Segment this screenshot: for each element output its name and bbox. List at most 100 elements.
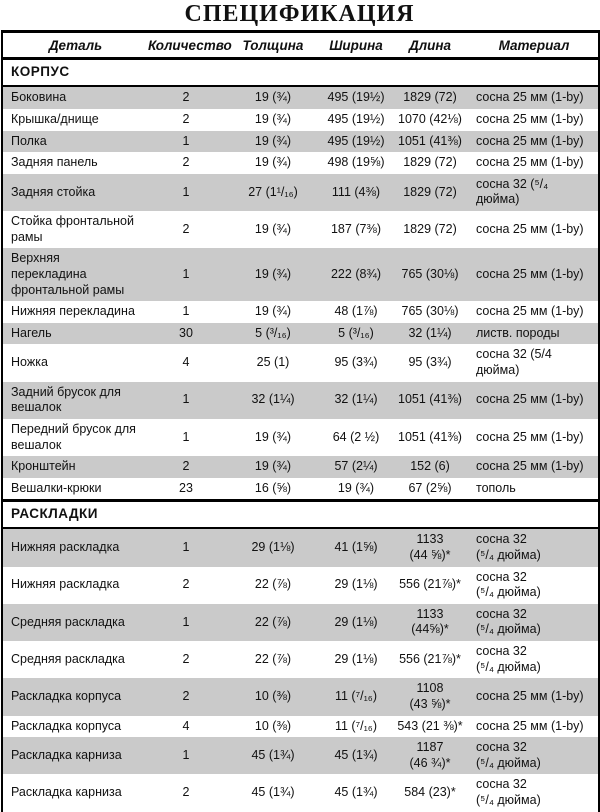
- table-row: Задняя стойка 1 27 (1¹/₁₆) 111 (4⅜) 1829…: [2, 173, 599, 212]
- cell-quantity: 4: [182, 718, 190, 733]
- cell-quantity: 2: [182, 155, 190, 170]
- cell-thickness: 19 (¾): [254, 459, 292, 474]
- cell-quantity: 2: [182, 577, 190, 592]
- cell-thickness: 19 (¾): [254, 133, 292, 148]
- cell-width: 495 (19½): [327, 90, 385, 105]
- cell-material: сосна 25 мм (1-by): [476, 689, 584, 704]
- cell-quantity: 1: [182, 133, 190, 148]
- cell-thickness: 19 (¾): [254, 429, 292, 444]
- cell-width: 95 (3¾): [334, 355, 378, 370]
- cell-part: Задняя стойка: [11, 184, 96, 199]
- cell-quantity: 1: [182, 614, 190, 629]
- column-header-part: Деталь: [2, 31, 148, 60]
- cell-material: сосна 25 мм (1-by): [476, 304, 584, 319]
- section-title: КОРПУС: [2, 57, 599, 88]
- cell-length: 556 (21⅞)*: [399, 651, 461, 666]
- cell-width: 29 (1⅛): [334, 651, 378, 666]
- cell-material: сосна 32 (5/4 дюйма): [476, 347, 552, 378]
- cell-material: сосна 32 (⁵/₄ дюйма): [476, 644, 541, 674]
- cell-width: 29 (1⅛): [334, 577, 378, 592]
- cell-width: 57 (2¼): [334, 459, 378, 474]
- column-header-material: Материал: [470, 31, 599, 60]
- cell-quantity: 2: [182, 221, 190, 236]
- cell-thickness: 19 (¾): [254, 304, 292, 319]
- cell-width: 111 (4⅜): [331, 184, 381, 199]
- cell-length: 1829 (72): [403, 221, 457, 236]
- column-header-thickness: Толщина: [224, 31, 322, 60]
- cell-length: 1829 (72): [403, 90, 457, 105]
- table-row: Раскладка карниза 2 45 (1¾) 45 (1¾) 584 …: [2, 774, 599, 812]
- table-row: Раскладка карниза 1 45 (1¾) 45 (1¾) 1187…: [2, 737, 599, 775]
- cell-material: сосна 25 мм (1-by): [476, 221, 584, 236]
- table-row: Раскладка корпуса 4 10 (⅜) 11 (⁷/₁₆) 543…: [2, 715, 599, 738]
- table-row: Нижняя раскладка 1 29 (1⅛) 41 (1⅝) 1133 …: [2, 528, 599, 567]
- cell-part: Раскладка карниза: [11, 785, 122, 800]
- cell-material: сосна 32 (⁵/₄ дюйма): [476, 606, 541, 637]
- cell-quantity: 1: [182, 392, 190, 407]
- cell-thickness: 19 (¾): [254, 155, 292, 170]
- cell-material: сосна 25 мм (1-by): [476, 718, 584, 733]
- table-row: Нагель 30 5 (³/₁₆) 5 (³/₁₆) 32 (1¼) лист…: [2, 322, 599, 345]
- cell-quantity: 2: [182, 111, 190, 126]
- table-row: Верхняя перекладина фронтальной рамы 1 1…: [2, 248, 599, 302]
- cell-part: Нижняя перекладина: [11, 304, 135, 319]
- cell-length: 1108 (43 ⅝)*: [409, 681, 451, 711]
- cell-part: Ножка: [11, 355, 48, 370]
- cell-material: сосна 25 мм (1-by): [476, 266, 584, 281]
- cell-material: сосна 32 (⁵/₄ дюйма): [476, 532, 541, 562]
- cell-part: Крышка/днище: [11, 111, 99, 126]
- cell-part: Передний брусок для вешалок: [11, 421, 136, 452]
- cell-material: сосна 25 мм (1-by): [476, 133, 584, 148]
- cell-thickness: 22 (⅞): [254, 614, 292, 629]
- cell-part: Кронштейн: [11, 459, 76, 474]
- cell-length: 1133 (44⅝)*: [411, 606, 449, 637]
- cell-length: 1070 (42⅛): [398, 111, 462, 126]
- section-header-raskladki: РАСКЛАДКИ: [2, 499, 599, 530]
- column-header-width: Ширина: [322, 31, 390, 60]
- cell-width: 222 (8¾): [330, 266, 382, 281]
- cell-quantity: 1: [182, 429, 190, 444]
- cell-length: 543 (21 ⅜)*: [397, 718, 463, 733]
- table-row: Стойка фронтальной рамы 2 19 (¾) 187 (7⅜…: [2, 211, 599, 249]
- section-raskladki: РАСКЛАДКИ Нижняя раскладка 1 29 (1⅛) 41 …: [2, 499, 599, 812]
- table-row: Полка 1 19 (¾) 495 (19½) 1051 (41⅜) сосн…: [2, 130, 599, 153]
- column-header-quantity: Количество: [148, 31, 232, 60]
- cell-thickness: 19 (¾): [254, 221, 292, 236]
- cell-length: 1187 (46 ¾)*: [409, 740, 451, 770]
- cell-width: 187 (7⅜): [330, 221, 382, 236]
- cell-part: Средняя раскладка: [11, 614, 125, 629]
- cell-material: сосна 32 (⁵/₄ дюйма): [476, 569, 541, 600]
- cell-quantity: 1: [182, 266, 190, 281]
- cell-part: Нагель: [11, 325, 52, 340]
- cell-length: 765 (30⅛): [401, 304, 459, 319]
- table-row: Крышка/днище 2 19 (¾) 495 (19½) 1070 (42…: [2, 108, 599, 131]
- cell-material: сосна 25 мм (1-by): [476, 90, 584, 105]
- cell-thickness: 45 (1¾): [251, 785, 295, 800]
- cell-width: 64 (2 ½): [332, 429, 380, 444]
- cell-length: 95 (3¾): [408, 355, 452, 370]
- cell-quantity: 30: [179, 325, 193, 340]
- cell-part: Вешалки-крюки: [11, 480, 102, 495]
- cell-quantity: 2: [182, 90, 190, 105]
- cell-length: 1051 (41⅜): [398, 392, 462, 407]
- cell-material: тополь: [476, 480, 516, 495]
- cell-thickness: 10 (⅜): [254, 718, 292, 733]
- cell-thickness: 45 (1¾): [251, 747, 295, 762]
- table-row: Средняя раскладка 1 22 (⅞) 29 (1⅛) 1133 …: [2, 603, 599, 642]
- column-header-length: Длина: [390, 31, 470, 60]
- section-korpus: КОРПУС Боковина 2 19 (¾) 495 (19½) 1829 …: [2, 57, 599, 501]
- section-header-korpus: КОРПУС: [2, 57, 599, 88]
- table-row: Ножка 4 25 (1) 95 (3¾) 95 (3¾) сосна 32 …: [2, 344, 599, 382]
- cell-quantity: 1: [182, 184, 190, 199]
- table-row: Раскладка корпуса 2 10 (⅜) 11 (⁷/₁₆) 110…: [2, 678, 599, 716]
- cell-material: листв. породы: [476, 325, 560, 340]
- cell-width: 495 (19½): [327, 111, 385, 126]
- cell-length: 1133 (44 ⅝)*: [409, 532, 451, 562]
- cell-width: 19 (¾): [337, 480, 375, 495]
- table-row: Вешалки-крюки 23 16 (⅝) 19 (¾) 67 (2⅝) т…: [2, 477, 599, 501]
- cell-thickness: 32 (1¼): [251, 392, 295, 407]
- table-row: Средняя раскладка 2 22 (⅞) 29 (1⅛) 556 (…: [2, 641, 599, 679]
- table-row: Кронштейн 2 19 (¾) 57 (2¼) 152 (6) сосна…: [2, 456, 599, 478]
- cell-quantity: 1: [182, 304, 190, 319]
